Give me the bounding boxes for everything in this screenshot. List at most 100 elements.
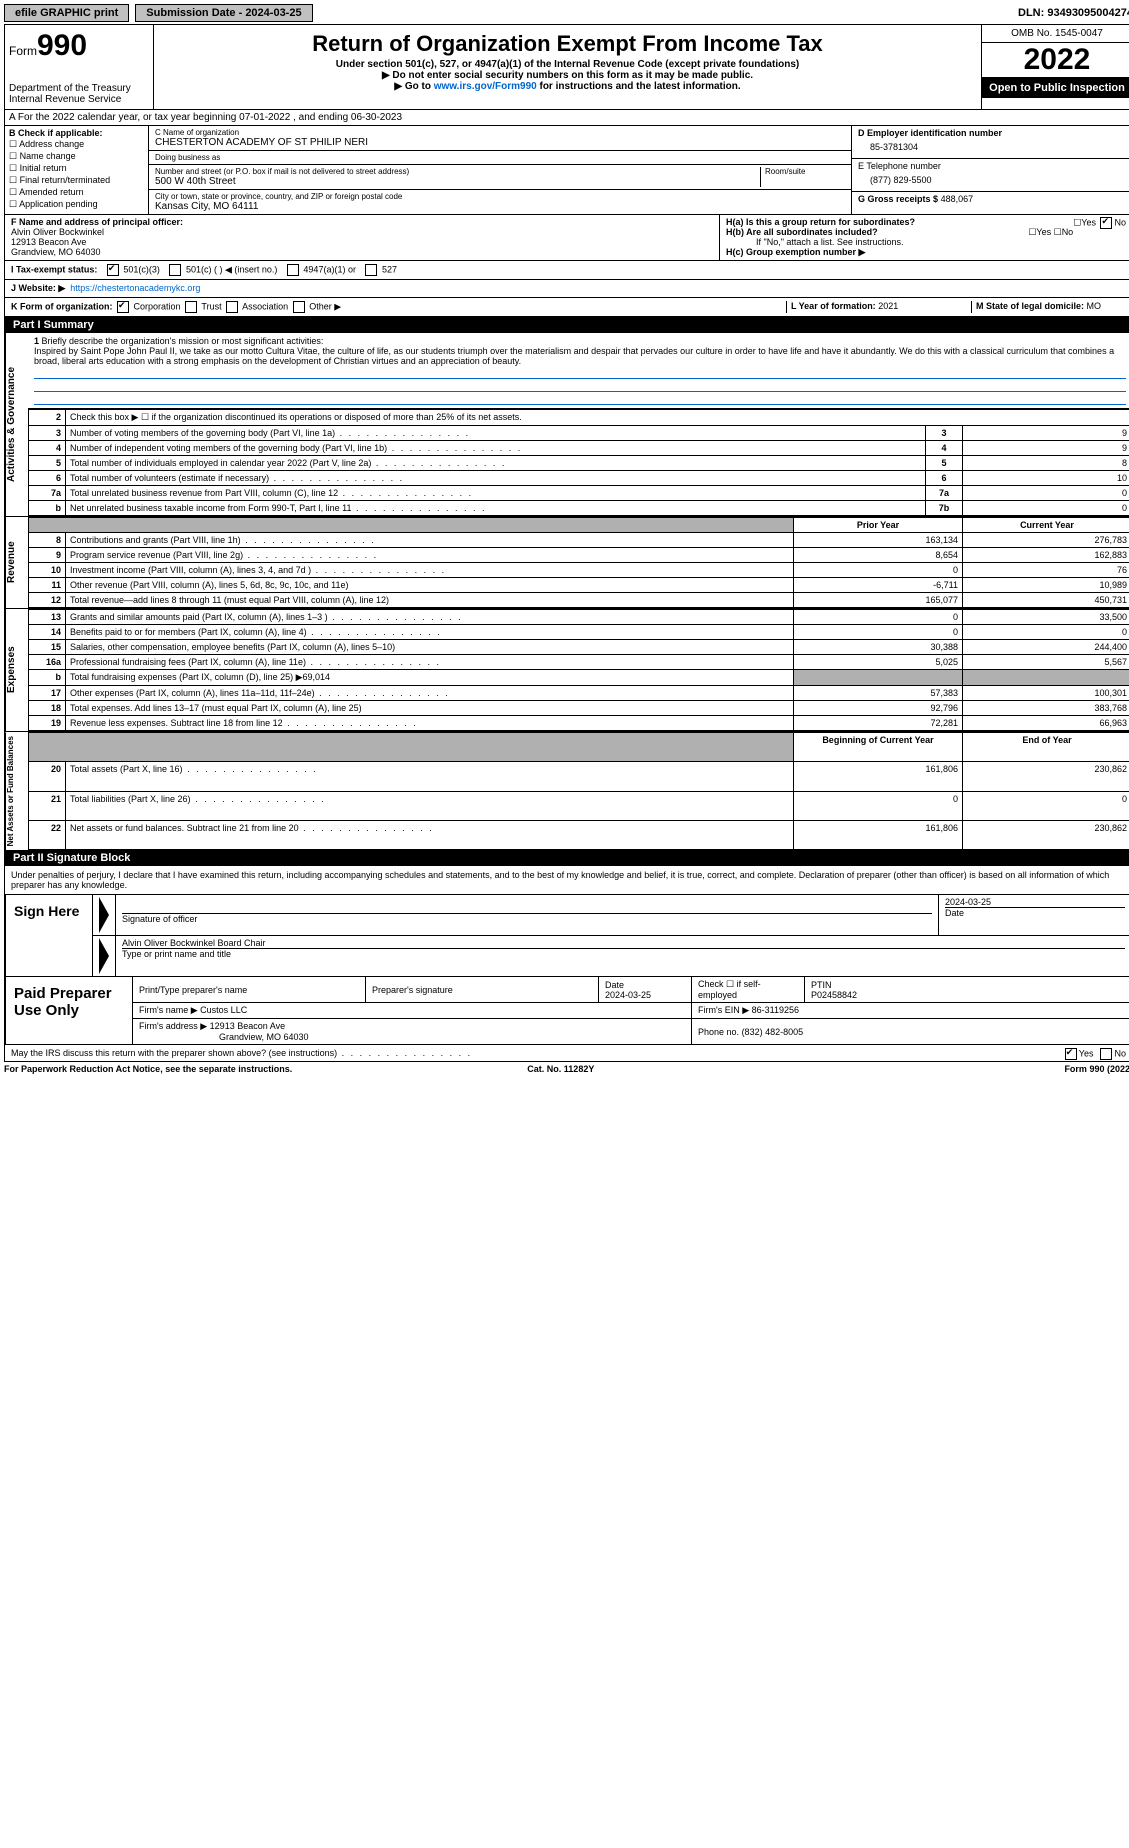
p13: 0	[794, 610, 963, 625]
ck-app-pending[interactable]: ☐ Application pending	[9, 199, 144, 210]
irs-link[interactable]: www.irs.gov/Form990	[434, 81, 537, 92]
prep-name-hdr: Print/Type preparer's name	[133, 977, 366, 1003]
l12: Total revenue—add lines 8 through 11 (mu…	[66, 593, 794, 608]
line5: Total number of individuals employed in …	[66, 456, 926, 471]
dba-label: Doing business as	[155, 153, 845, 162]
city-value: Kansas City, MO 64111	[155, 201, 845, 212]
ptin-hdr: PTIN	[811, 980, 832, 990]
submission-date: Submission Date - 2024-03-25	[135, 4, 312, 22]
ck-address-change[interactable]: ☐ Address change	[9, 139, 144, 150]
line6: Total number of volunteers (estimate if …	[66, 471, 926, 486]
sig-arrow-icon	[99, 897, 109, 933]
l18: Total expenses. Add lines 13–17 (must eq…	[66, 701, 794, 716]
v6: 10	[963, 471, 1129, 486]
b21: 0	[794, 791, 963, 820]
prep-date: 2024-03-25	[605, 990, 651, 1000]
e20: 230,862	[963, 762, 1129, 791]
vtab-governance: Activities & Governance	[5, 333, 28, 516]
l17: Other expenses (Part IX, column (A), lin…	[66, 686, 794, 701]
l21: Total liabilities (Part X, line 26)	[66, 791, 794, 820]
sign-here-label: Sign Here	[6, 895, 93, 976]
website-link[interactable]: https://chestertonacademykc.org	[70, 283, 200, 293]
v3: 9	[963, 426, 1129, 441]
officer-name-label: Type or print name and title	[122, 949, 1125, 959]
l10: Investment income (Part VIII, column (A)…	[66, 563, 794, 578]
c11: 10,989	[963, 578, 1129, 593]
ein-label: D Employer identification number	[858, 128, 1126, 138]
c13: 33,500	[963, 610, 1129, 625]
street-value: 500 W 40th Street	[155, 176, 760, 187]
c16a: 5,567	[963, 655, 1129, 670]
b20: 161,806	[794, 762, 963, 791]
irs-label: Internal Revenue Service	[9, 94, 149, 105]
line4: Number of independent voting members of …	[66, 441, 926, 456]
state-domicile: M State of legal domicile: MO	[971, 301, 1126, 313]
year-formation: L Year of formation: 2021	[786, 301, 971, 313]
p14: 0	[794, 625, 963, 640]
penalty-text: Under penalties of perjury, I declare th…	[5, 866, 1129, 894]
form-of-org: K Form of organization: Corporation Trus…	[11, 301, 786, 313]
website-row: J Website: ▶ https://chestertonacademykc…	[5, 280, 1129, 298]
vtab-expenses: Expenses	[5, 609, 28, 731]
vtab-netassets: Net Assets or Fund Balances	[5, 732, 28, 850]
officer-label: F Name and address of principal officer:	[11, 217, 713, 227]
ck-final-return[interactable]: ☐ Final return/terminated	[9, 175, 144, 186]
box-b-title: B Check if applicable:	[9, 128, 144, 138]
p9: 8,654	[794, 548, 963, 563]
line7a: Total unrelated business revenue from Pa…	[66, 486, 926, 501]
subtitle-3: Go to www.irs.gov/Form990 for instructio…	[158, 81, 977, 92]
sig-officer-label: Signature of officer	[122, 914, 932, 924]
v4: 9	[963, 441, 1129, 456]
vtab-revenue: Revenue	[5, 517, 28, 608]
org-name: CHESTERTON ACADEMY OF ST PHILIP NERI	[155, 137, 845, 148]
efile-badge: efile GRAPHIC print	[4, 4, 129, 22]
firm-name: Custos LLC	[200, 1005, 247, 1015]
p12: 165,077	[794, 593, 963, 608]
ein-value: 85-3781304	[858, 138, 1126, 156]
form-title: Return of Organization Exempt From Incom…	[158, 31, 977, 57]
mission-text: Inspired by Saint Pope John Paul II, we …	[34, 346, 1114, 366]
v5: 8	[963, 456, 1129, 471]
h-b: H(b) Are all subordinates included? ☐Yes…	[726, 227, 1126, 237]
c19: 66,963	[963, 716, 1129, 731]
officer-printed-name: Alvin Oliver Bockwinkel Board Chair	[122, 938, 1125, 949]
p8: 163,134	[794, 533, 963, 548]
officer-name: Alvin Oliver Bockwinkel	[11, 227, 713, 237]
ck-501c3	[107, 264, 119, 276]
line2: Check this box ▶ ☐ if the organization d…	[66, 410, 1129, 426]
subtitle-1: Under section 501(c), 527, or 4947(a)(1)…	[158, 59, 977, 70]
ck-name-change[interactable]: ☐ Name change	[9, 151, 144, 162]
l14: Benefits paid to or for members (Part IX…	[66, 625, 794, 640]
street-label: Number and street (or P.O. box if mail i…	[155, 167, 760, 176]
sig-date-label: Date	[945, 907, 1125, 918]
firm-addr-lbl: Firm's address ▶	[139, 1021, 207, 1031]
c18: 383,768	[963, 701, 1129, 716]
c8: 276,783	[963, 533, 1129, 548]
firm-phone: (832) 482-8005	[742, 1027, 804, 1037]
officer-addr2: Grandview, MO 64030	[11, 247, 713, 257]
c12: 450,731	[963, 593, 1129, 608]
footer-cat: Cat. No. 11282Y	[527, 1064, 594, 1074]
dept-treasury: Department of the Treasury	[9, 83, 149, 94]
line1-num: 1	[34, 336, 39, 346]
c9: 162,883	[963, 548, 1129, 563]
v7a: 0	[963, 486, 1129, 501]
sig-date: 2024-03-25	[945, 897, 1125, 907]
ck-corporation	[117, 301, 129, 313]
prep-date-hdr: Date	[605, 980, 624, 990]
dln: DLN: 93493095004274	[1018, 7, 1129, 19]
p18: 92,796	[794, 701, 963, 716]
ck-initial-return[interactable]: ☐ Initial return	[9, 163, 144, 174]
p10: 0	[794, 563, 963, 578]
l9: Program service revenue (Part VIII, line…	[66, 548, 794, 563]
p19: 72,281	[794, 716, 963, 731]
l16a: Professional fundraising fees (Part IX, …	[66, 655, 794, 670]
form-word: Form	[9, 44, 37, 58]
l20: Total assets (Part X, line 16)	[66, 762, 794, 791]
ptin-val: P02458842	[811, 990, 857, 1000]
ha-no-check	[1100, 217, 1112, 229]
may-discuss: May the IRS discuss this return with the…	[5, 1045, 1129, 1061]
ck-amended[interactable]: ☐ Amended return	[9, 187, 144, 198]
p11: -6,711	[794, 578, 963, 593]
tax-year: 2022	[982, 43, 1129, 78]
